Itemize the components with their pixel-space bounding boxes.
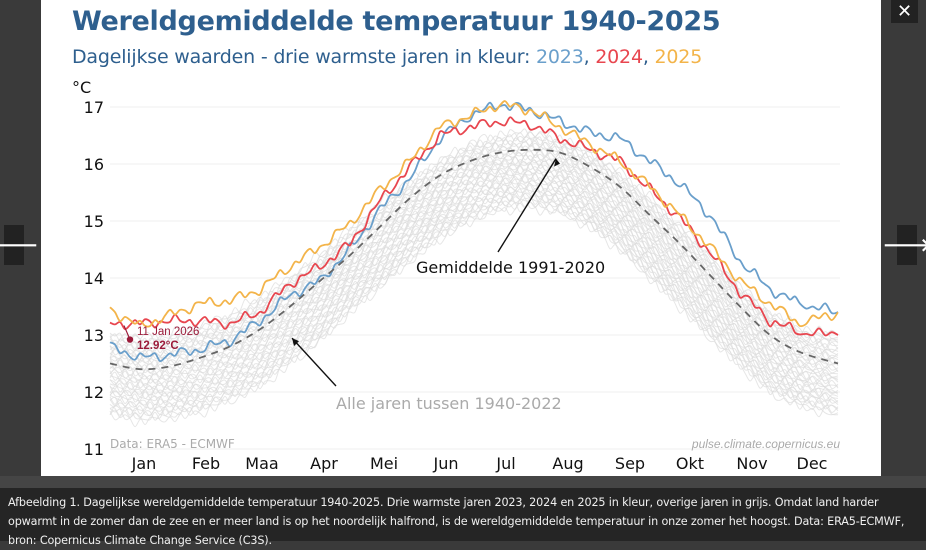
- x-tick-label: Aug: [552, 454, 583, 473]
- background-year-line: [109, 201, 839, 425]
- arrowhead-icon: [292, 338, 299, 347]
- y-axis: °C 11 12 13 14 15 16 17: [72, 78, 104, 459]
- series-line-2024: [109, 116, 839, 337]
- background-year-line: [109, 175, 839, 398]
- band-annotation-arrow: [291, 337, 337, 387]
- series-line-2023: [109, 101, 839, 363]
- legend-2024: 2024: [595, 46, 643, 68]
- background-year-line: [109, 192, 839, 416]
- latest-point-date: 11 Jan 2026: [137, 326, 199, 338]
- latest-point-marker: [126, 336, 134, 343]
- series-line-2025: [109, 100, 839, 328]
- close-icon: ✕: [896, 1, 913, 22]
- x-tick-label: Dec: [797, 454, 828, 473]
- x-tick-label: Feb: [192, 454, 220, 473]
- previous-image-button[interactable]: 🡐: [0, 225, 38, 265]
- background-year-line: [109, 184, 839, 408]
- image-caption: Afbeelding 1. Dagelijkse wereldgemiddeld…: [0, 488, 926, 547]
- x-tick-label: Okt: [676, 454, 704, 473]
- x-tick-label: Sep: [615, 454, 645, 473]
- band-annotation-label: Alle jaren tussen 1940-2022: [336, 394, 562, 413]
- background-year-line: [109, 137, 839, 355]
- background-year-line: [109, 130, 839, 347]
- legend-sep: ,: [642, 46, 655, 68]
- background-year-line: [109, 161, 839, 382]
- arrow-right-icon: 🡒: [882, 234, 926, 256]
- y-tick-label: 11: [84, 440, 104, 459]
- mean-annotation-arrow: [497, 158, 557, 253]
- arrow-left-icon: 🡐: [0, 234, 39, 256]
- background-year-line: [109, 159, 839, 380]
- background-year-line: [109, 128, 839, 344]
- chart-panel: [41, 0, 881, 476]
- series-line-gemiddelde-1991-2020: [109, 148, 839, 371]
- source-right: pulse.climate.copernicus.eu: [691, 437, 840, 451]
- background-year-line: [109, 145, 839, 366]
- x-tick-label: Jul: [495, 454, 515, 473]
- background-year-line: [109, 134, 839, 350]
- subtitle-text: Dagelijkse waarden - drie warmste jaren …: [72, 46, 537, 68]
- background-year-line: [109, 165, 839, 388]
- x-tick-label: Jan: [131, 454, 157, 473]
- background-year-line: [109, 180, 839, 403]
- x-tick-label: Mei: [370, 454, 398, 473]
- close-lightbox-button[interactable]: ✕: [891, 0, 918, 23]
- x-tick-label: Maa: [245, 454, 278, 473]
- chart-subtitle: Dagelijkse waarden - drie warmste jaren …: [72, 46, 702, 68]
- background-year-line: [109, 152, 839, 371]
- source-left: Data: ERA5 - ECMWF: [110, 437, 235, 451]
- y-tick-label: 15: [84, 212, 104, 231]
- x-axis: Jan Feb Maa Apr Mei Jun Jul Aug Sep Okt Nov Dec: [131, 454, 828, 473]
- x-tick-label: Apr: [310, 454, 338, 473]
- x-tick-label: Nov: [736, 454, 767, 473]
- legend-2025: 2025: [654, 46, 703, 68]
- next-image-button[interactable]: 🡒: [883, 225, 926, 265]
- y-tick-label: 17: [84, 98, 104, 117]
- latest-point-value: 12.92°C: [137, 340, 179, 352]
- lightbox-strip: [0, 476, 926, 488]
- background-year-line: [109, 163, 839, 387]
- mean-annotation-label: Gemiddelde 1991-2020: [416, 258, 605, 277]
- legend-sep: ,: [583, 46, 596, 68]
- arrowhead-icon: [554, 158, 560, 167]
- background-year-line: [109, 143, 839, 361]
- legend-2023: 2023: [536, 46, 584, 68]
- background-year-line: [109, 201, 839, 428]
- background-years-band: [109, 128, 839, 428]
- chart-title: Wereldgemiddelde temperatuur 1940-2025: [72, 6, 721, 37]
- y-axis-unit: °C: [72, 78, 91, 97]
- series-lines: [109, 100, 839, 371]
- y-tick-label: 16: [84, 155, 104, 174]
- annotations: Gemiddelde 1991-2020 Alle jaren tussen 19…: [110, 158, 840, 451]
- background-year-line: [109, 170, 839, 391]
- y-tick-label: 12: [84, 383, 104, 402]
- y-tick-label: 13: [84, 326, 104, 345]
- y-tick-label: 14: [84, 269, 104, 288]
- x-tick-label: Jun: [433, 454, 459, 473]
- background-year-line: [109, 188, 839, 410]
- background-year-line: [109, 195, 839, 420]
